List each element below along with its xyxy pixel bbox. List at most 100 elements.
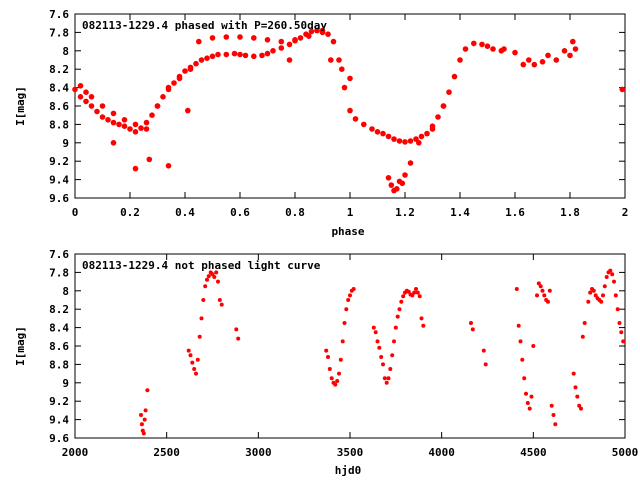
data-point [481, 348, 486, 353]
data-point [462, 46, 469, 52]
y-axis-label: I[mag] [14, 326, 27, 366]
y-tick-label: 9.6 [49, 192, 69, 205]
data-point [110, 110, 117, 117]
data-point [549, 403, 554, 408]
data-point [326, 355, 330, 359]
data-point [286, 57, 293, 63]
data-point [344, 307, 349, 312]
data-point [469, 321, 473, 325]
data-point [132, 165, 139, 172]
data-point [531, 61, 538, 68]
data-point [308, 28, 315, 35]
data-point [414, 287, 418, 291]
data-point [402, 172, 408, 178]
data-point [388, 182, 395, 188]
data-point [415, 290, 420, 295]
data-point [217, 298, 222, 302]
x-tick-label: 1.4 [450, 206, 470, 219]
data-point [540, 288, 545, 293]
data-point [567, 52, 573, 59]
data-point [490, 46, 496, 52]
x-tick-label: 4500 [520, 446, 547, 459]
data-point [392, 339, 396, 344]
data-point [382, 376, 387, 381]
data-point [77, 83, 84, 89]
data-point [337, 371, 341, 376]
data-point [347, 75, 353, 82]
data-point [375, 339, 380, 344]
data-point [525, 401, 530, 405]
data-points [139, 268, 626, 436]
x-tick-label: 2000 [62, 446, 89, 459]
data-point [412, 290, 417, 295]
data-point [105, 117, 111, 123]
data-point [379, 355, 384, 359]
data-point [192, 367, 197, 371]
data-point [547, 288, 552, 293]
data-point [143, 119, 150, 126]
data-point [278, 38, 285, 45]
data-point [77, 94, 84, 100]
y-tick-label: 9.4 [49, 414, 69, 427]
data-point [551, 413, 556, 417]
data-point [72, 86, 78, 93]
data-point [324, 348, 329, 353]
data-point [538, 284, 543, 289]
axis-ticks: 2000 2500 3000 3500 4000 4500 5000 7.6 7.8 8 8.2 8.… [49, 248, 638, 459]
data-point [176, 75, 183, 82]
data-point [132, 121, 139, 128]
data-point [579, 406, 583, 411]
data-point [410, 293, 415, 298]
data-point [373, 330, 378, 335]
data-point [237, 34, 243, 40]
data-point [608, 268, 613, 273]
data-point [514, 287, 519, 291]
data-point [214, 270, 219, 275]
data-point [139, 422, 144, 427]
data-point [348, 293, 352, 298]
data-point [149, 112, 155, 118]
data-point [142, 417, 147, 422]
data-point [545, 52, 551, 59]
data-point [520, 357, 525, 362]
data-point [237, 51, 243, 58]
y-axis-label: I[mag] [14, 86, 27, 126]
data-point [194, 371, 198, 376]
data-point [201, 298, 206, 302]
data-point [251, 35, 257, 41]
x-axis-label: phase [331, 225, 364, 238]
data-point [352, 116, 359, 122]
x-tick-label: 2 [622, 206, 629, 219]
data-point [83, 98, 89, 105]
data-point [347, 107, 353, 114]
data-point [346, 298, 351, 302]
x-tick-label: 0.6 [230, 206, 250, 219]
data-point [328, 57, 334, 63]
data-point [342, 321, 347, 325]
x-tick-label: 3000 [245, 446, 272, 459]
data-point [341, 84, 348, 91]
data-point [259, 52, 265, 59]
data-point [333, 382, 338, 387]
data-point [198, 57, 205, 63]
data-point [165, 163, 172, 169]
data-point [572, 46, 579, 52]
data-point [206, 274, 211, 279]
data-point [390, 353, 395, 358]
data-point [483, 362, 488, 367]
data-point [374, 129, 381, 135]
data-point [88, 103, 95, 109]
data-point [617, 321, 622, 325]
data-point [165, 84, 172, 91]
data-point [393, 325, 398, 330]
data-point [599, 299, 604, 304]
data-point [335, 379, 340, 383]
data-point [516, 323, 521, 328]
x-tick-label: 1.8 [560, 206, 580, 219]
y-tick-label: 9.4 [49, 174, 69, 187]
data-point [199, 316, 204, 321]
data-point [329, 376, 334, 381]
data-point [399, 299, 404, 304]
y-tick-label: 8 [62, 45, 69, 58]
data-point [520, 61, 527, 68]
